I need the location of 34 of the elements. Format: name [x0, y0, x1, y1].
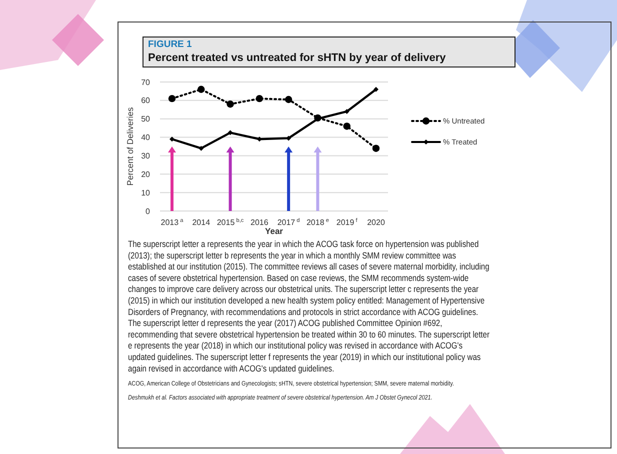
- point: [168, 94, 176, 102]
- x-tick-label: 2020: [367, 218, 386, 227]
- y-tick-label: 70: [141, 78, 151, 87]
- x-tick-label: 2016: [250, 218, 269, 227]
- point: [226, 100, 234, 108]
- y-axis-title: Percent of Deliveries: [125, 107, 135, 186]
- point: [170, 136, 174, 142]
- y-tick-label: 50: [141, 114, 151, 124]
- text: The superscript letter a represents the year in which the ACOG task force on hypertension was published (2013); the superscript letter b represents the year in which a monthly SMM review committee was established at our institution (2015). The committee reviews all cases of severe maternal morbidity, including cases of severe obstetrical hypertension. Based on case reviews, the SMM recommends system-wide changes to improve care delivery across our obstetrical units. The superscript letter c represents the year (2015) in which our institution developed a new health system policy entitled: Management of Hypertensive Disorders of Pregnancy, with recommendations and protocols in strict accordance with ACOG guidelines. The superscript letter d represents the year (2017) ACOG published Committee Opinion #692, recommending that severe obstetrical hypertension be treated within 30 to 60 minutes. The superscript letter e represents the year (2018) in which our institutional policy was revised in accordance with ACOG's updated guidelines. The superscript letter f represents the year (2019) in which our institutional policy was again revised in accordance with ACOG's updated guidelines.: [128, 238, 490, 374]
- y-tick-label: 30: [141, 152, 151, 161]
- y-tick-label: 20: [141, 170, 151, 179]
- x-tick-label: 2017$^{d}$: [277, 217, 300, 227]
- point: [344, 108, 350, 114]
- chart-title: Percent treated vs untreated for sHTN by year of delivery: [148, 52, 447, 64]
- point: [284, 96, 292, 104]
- x-tick-label: 2014: [192, 218, 211, 227]
- point: [198, 146, 204, 151]
- caption: FIGURE 1: [148, 39, 193, 50]
- x-tick-label: 2015$^{b,c}$: [216, 217, 244, 227]
- point: [286, 136, 292, 141]
- point: [198, 86, 205, 93]
- y-tick-label: 10: [141, 188, 151, 198]
- point: [343, 122, 350, 130]
- x-tick-label: 2018$^{e}$: [306, 218, 329, 227]
- y-tick-label: 40: [141, 133, 151, 142]
- point: [256, 94, 264, 102]
- point: [228, 130, 233, 136]
- point: [372, 144, 380, 152]
- y-tick-label: 60: [141, 96, 151, 106]
- x-axis-title: Year: [265, 226, 284, 236]
- point: [374, 86, 378, 92]
- x-tick-label: 2013$^{a}$: [160, 218, 184, 227]
- y-tick-label: 0: [146, 206, 151, 216]
- x-tick-label: 2019$^{f}$: [336, 217, 358, 227]
